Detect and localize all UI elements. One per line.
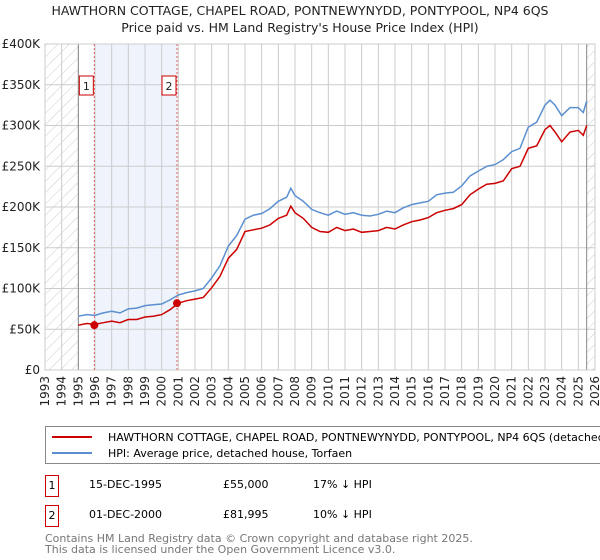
x-tick-label: 2018: [455, 376, 469, 407]
y-tick-label: £400K: [2, 37, 42, 51]
x-tick-label: 2007: [271, 376, 285, 407]
x-tick-label: 2005: [238, 376, 252, 407]
x-tick-label: 2019: [471, 376, 485, 407]
x-tick-label: 2012: [355, 376, 369, 407]
y-tick-label: £150K: [2, 241, 42, 255]
y-tick-label: £350K: [2, 78, 42, 92]
x-tick-label: 1994: [55, 376, 69, 407]
x-tick-label: 2021: [505, 376, 519, 407]
x-tick-label: 1999: [138, 376, 152, 407]
chart-title: HAWTHORN COTTAGE, CHAPEL ROAD, PONTNEWYN…: [51, 3, 549, 18]
transaction-hpi-delta: 10% ↓ HPI: [313, 508, 372, 521]
x-tick-label: 2003: [205, 376, 219, 407]
footer-licence: This data is licensed under the Open Gov…: [45, 543, 396, 556]
x-tick-label: 2013: [371, 376, 385, 407]
legend-label-hpi: HPI: Average price, detached house, Torf…: [108, 446, 353, 460]
transaction-hpi-delta: 17% ↓ HPI: [313, 478, 372, 491]
transaction-date: 15-DEC-1995: [89, 478, 163, 491]
x-tick-label: 1996: [88, 376, 102, 407]
x-tick-label: 2010: [321, 376, 335, 407]
x-tick-label: 2000: [155, 376, 169, 407]
legend-label-property: HAWTHORN COTTAGE, CHAPEL ROAD, PONTNEWYN…: [108, 430, 600, 444]
x-tick-label: 1995: [71, 376, 85, 407]
sale-point: [173, 299, 181, 308]
y-tick-label: £0: [25, 363, 40, 377]
plot-border: [44, 43, 596, 371]
x-tick-label: 2016: [421, 376, 435, 407]
footer: Contains HM Land Registry data © Crown c…: [45, 533, 473, 555]
legend-item-property: HAWTHORN COTTAGE, CHAPEL ROAD, PONTNEWYN…: [52, 429, 600, 445]
x-tick-label: 2023: [538, 376, 552, 407]
blue-line-swatch: [52, 452, 92, 454]
sale-marker-box: [78, 75, 94, 96]
y-tick-label: £100K: [2, 282, 42, 296]
transaction-price: £55,000: [223, 478, 269, 491]
y-tick-label: £200K: [2, 200, 42, 214]
x-tick-label: 1997: [105, 376, 119, 407]
transaction-number: 1: [45, 475, 59, 497]
sale-marker-label: 1: [83, 80, 90, 93]
red-line-swatch: [52, 436, 92, 438]
hpi-line: [78, 99, 588, 317]
x-tick-label: 1993: [38, 376, 52, 407]
x-tick-label: 2008: [288, 376, 302, 407]
property-price-line: [78, 124, 588, 326]
y-tick-label: £300K: [2, 119, 42, 133]
transaction-number: 2: [45, 505, 59, 527]
y-tick-label: £50K: [9, 322, 41, 336]
x-tick-label: 2022: [521, 376, 535, 407]
transaction-price: £81,995: [223, 508, 269, 521]
sale-point: [90, 321, 99, 330]
sale-marker-label: 2: [166, 80, 173, 93]
chart-legend: HAWTHORN COTTAGE, CHAPEL ROAD, PONTNEWYN…: [45, 426, 600, 464]
footer-copyright: Contains HM Land Registry data © Crown c…: [45, 532, 473, 545]
x-tick-label: 2002: [188, 376, 202, 407]
x-tick-label: 2025: [571, 376, 585, 407]
x-tick-label: 2011: [338, 376, 352, 407]
x-tick-label: 2015: [405, 376, 419, 407]
x-tick-label: 2004: [221, 376, 235, 407]
chart-subtitle: Price paid vs. HM Land Registry's House …: [121, 20, 479, 35]
x-tick-label: 2024: [555, 376, 569, 407]
x-tick-label: 1998: [121, 376, 135, 407]
legend-item-hpi: HPI: Average price, detached house, Torf…: [52, 445, 352, 461]
price-chart: 1 2 £0 £50K £100K £150K £200K £250K £300K £350K £4…: [2, 37, 600, 407]
sale-marker-box: [161, 75, 177, 96]
x-tick-label: 2026: [588, 376, 600, 407]
x-tick-label: 2006: [255, 376, 269, 407]
x-tick-label: 2014: [388, 376, 402, 407]
transaction-date: 01-DEC-2000: [89, 508, 163, 521]
x-tick-label: 2017: [438, 376, 452, 407]
x-tick-label: 2009: [305, 376, 319, 407]
y-tick-label: £250K: [2, 159, 42, 173]
x-tick-label: 2001: [171, 376, 185, 407]
x-tick-label: 2020: [488, 376, 502, 407]
